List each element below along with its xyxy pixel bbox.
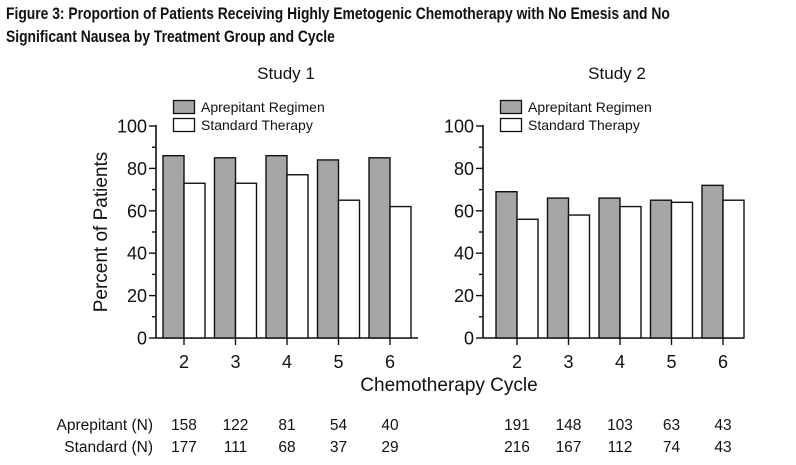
study1-legend-swatch-standard <box>172 117 196 133</box>
study2-n-aprepitant-cycle-6: 43 <box>714 417 731 434</box>
study1-bar-aprepitant-cycle-4 <box>265 154 288 339</box>
study1-bar-standard-cycle-4 <box>286 174 309 339</box>
study2-bar-standard-cycle-3 <box>567 214 591 339</box>
study1-bar-standard-cycle-3 <box>234 182 258 339</box>
study2-bar-standard-cycle-4 <box>619 205 642 339</box>
study2-n-standard-cycle-5: 74 <box>663 439 681 456</box>
study1-bar-standard-cycle-2 <box>183 182 206 339</box>
study2-bar-aprepitant-cycle-6 <box>701 184 724 339</box>
study2-bar-aprepitant-cycle-3 <box>546 197 570 339</box>
study2-y-tick-label: 100 <box>444 117 474 137</box>
study2-y-tick-label: 0 <box>464 329 474 349</box>
study2-x-tick-label: 6 <box>718 352 728 372</box>
study1-bar-aprepitant-cycle-5 <box>316 159 340 339</box>
study2-legend-label-standard: Standard Therapy <box>528 117 640 133</box>
study1-bar-aprepitant-cycle-2 <box>162 154 185 339</box>
study1-n-standard-cycle-2: 177 <box>171 439 197 456</box>
figure-title-line-2: Significant Nausea by Treatment Group an… <box>6 28 335 46</box>
study1-x-tick-label: 3 <box>230 352 240 372</box>
study2-n-aprepitant-cycle-5: 63 <box>663 417 680 434</box>
study2-title: Study 2 <box>588 64 646 83</box>
study1-n-standard-cycle-5: 37 <box>330 439 347 456</box>
study2-bar-standard-cycle-6 <box>722 199 745 339</box>
study2-n-aprepitant-cycle-2: 191 <box>504 417 530 434</box>
figure-title-line-1: Figure 3: Proportion of Patients Receivi… <box>6 5 670 23</box>
study1-n-aprepitant-cycle-2: 158 <box>171 417 197 434</box>
study2-bar-aprepitant-cycle-5 <box>649 199 673 339</box>
study1-x-tick-label: 4 <box>282 352 292 372</box>
study1-y-tick-label: 60 <box>127 201 147 221</box>
study2-n-standard-cycle-2: 216 <box>504 439 530 456</box>
study1-bar-standard-cycle-6 <box>389 205 412 339</box>
study1-y-tick-label: 100 <box>117 117 147 137</box>
study2-y-tick-label: 20 <box>454 286 474 306</box>
study1-x-tick-label: 2 <box>179 352 189 372</box>
study2-n-standard-cycle-4: 112 <box>608 439 633 456</box>
study2-x-tick-label: 3 <box>563 352 573 372</box>
study1-legend-swatch-aprepitant <box>172 99 196 115</box>
study1-x-tick-label: 5 <box>333 352 343 372</box>
n-row-label-aprepitant: Aprepitant (N) <box>57 417 153 434</box>
study1-n-standard-cycle-6: 29 <box>381 439 398 456</box>
study2-legend-label-aprepitant: Aprepitant Regimen <box>528 99 652 115</box>
study1-n-aprepitant-cycle-4: 81 <box>278 417 295 434</box>
study2-x-tick-label: 2 <box>512 352 522 372</box>
study2-x-tick-label: 5 <box>666 352 676 372</box>
study1-y-tick-label: 80 <box>127 159 147 179</box>
study2-bar-standard-cycle-2 <box>516 218 539 339</box>
study2-y-tick-label: 40 <box>454 244 474 264</box>
study1-bar-standard-cycle-5 <box>337 199 361 339</box>
study1-x-tick-label: 6 <box>385 352 395 372</box>
study2-x-tick-label: 4 <box>615 352 625 372</box>
figure-title: Figure 3: Proportion of Patients Receivi… <box>6 3 670 49</box>
study2-bar-aprepitant-cycle-4 <box>598 197 621 339</box>
study1-y-tick-label: 20 <box>127 286 147 306</box>
y-axis-title: Percent of Patients <box>91 152 112 313</box>
study2-y-tick-label: 80 <box>454 159 474 179</box>
study2-n-aprepitant-cycle-3: 148 <box>556 417 582 434</box>
study1-y-tick-label: 0 <box>137 329 147 349</box>
study1-bar-aprepitant-cycle-3 <box>213 157 237 339</box>
study2-y-tick-label: 60 <box>454 201 474 221</box>
study1-n-standard-cycle-3: 111 <box>224 439 248 456</box>
study2-n-standard-cycle-6: 43 <box>714 439 731 456</box>
study2-n-aprepitant-cycle-4: 103 <box>607 417 633 434</box>
study2-bar-aprepitant-cycle-2 <box>495 191 518 339</box>
study1-legend-label-standard: Standard Therapy <box>201 117 313 133</box>
study1-n-aprepitant-cycle-5: 54 <box>330 417 348 434</box>
study1-n-standard-cycle-4: 68 <box>278 439 295 456</box>
study1-y-tick-label: 40 <box>127 244 147 264</box>
study2-legend-swatch-standard <box>499 117 523 133</box>
study1-legend-label-aprepitant: Aprepitant Regimen <box>201 99 325 115</box>
n-row-label-standard: Standard (N) <box>64 439 153 456</box>
study1-n-aprepitant-cycle-6: 40 <box>381 417 399 434</box>
x-axis-title: Chemotherapy Cycle <box>360 375 537 396</box>
study2-legend-swatch-aprepitant <box>499 99 523 115</box>
study1-n-aprepitant-cycle-3: 122 <box>223 417 249 434</box>
study1-title: Study 1 <box>257 64 315 83</box>
study1-bar-aprepitant-cycle-6 <box>368 157 391 339</box>
study2-n-standard-cycle-3: 167 <box>556 439 582 456</box>
study2-bar-standard-cycle-5 <box>670 201 694 339</box>
